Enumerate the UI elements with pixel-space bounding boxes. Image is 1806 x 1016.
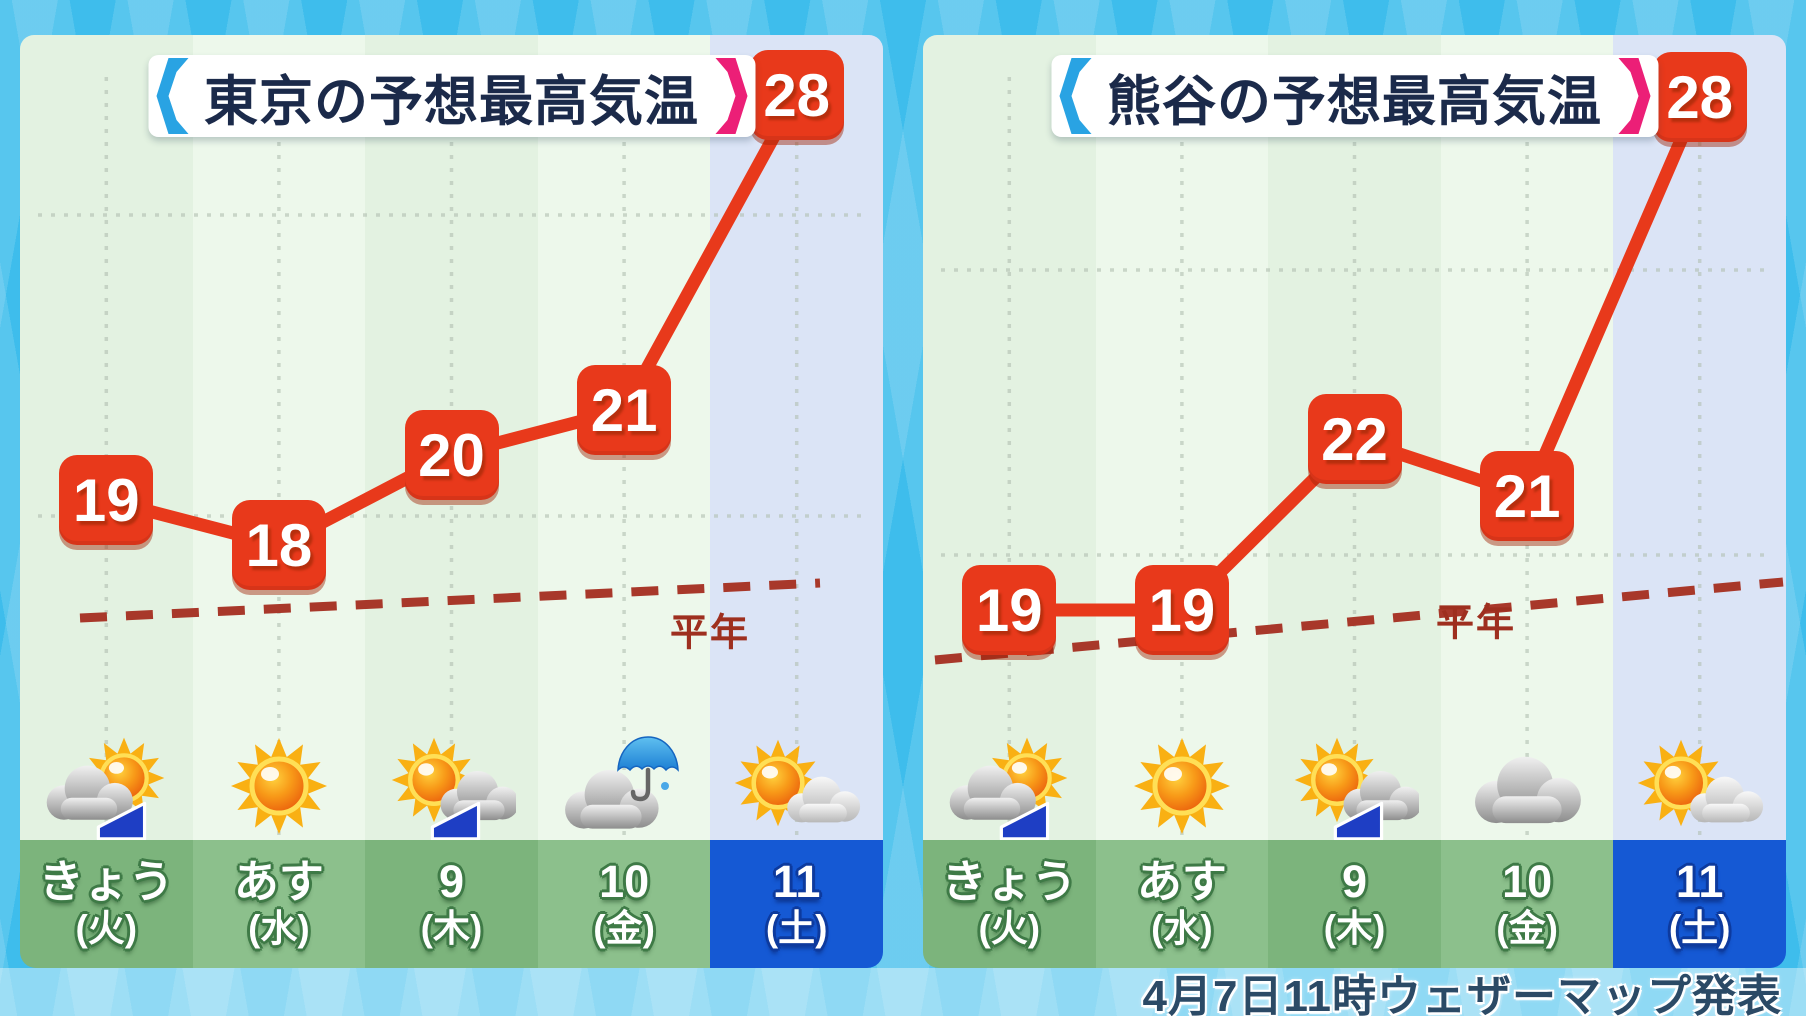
temp-badge: 19	[59, 455, 154, 545]
sun-then-cloud-icon	[1291, 734, 1422, 841]
cloudy-icon	[1463, 734, 1591, 840]
weekday-label: (土)	[765, 908, 828, 949]
temp-badge: 21	[1480, 451, 1575, 541]
title-bracket-right-icon	[1616, 55, 1652, 137]
cloud-then-sun-icon	[945, 734, 1073, 841]
panel-kumagaya: 19 19 22 21 28 平年 熊谷の予想最高気温 きょう (火) あす (水) 9 (木) 1…	[923, 35, 1786, 968]
chart-column	[1613, 35, 1786, 840]
day-label: 10	[1502, 856, 1553, 907]
day-cell: 11 (土)	[710, 840, 883, 968]
weekday-label: (火)	[978, 908, 1041, 949]
temp-badge: 18	[231, 500, 326, 590]
day-label: 9	[438, 856, 464, 907]
day-cell: きょう (火)	[923, 840, 1096, 968]
temp-badge: 28	[749, 50, 844, 140]
sun-and-cloud-icon	[1636, 734, 1764, 840]
chart-column	[1095, 35, 1269, 840]
cloud-then-sun-icon	[42, 734, 170, 841]
normal-temperature-label: 平年	[669, 612, 751, 655]
sun-and-cloud-icon	[733, 734, 861, 840]
sun-then-cloud-icon	[388, 734, 519, 841]
day-cell: 10 (金)	[1440, 840, 1614, 968]
temp-badge: 20	[404, 410, 499, 500]
normal-temperature-label: 平年	[1435, 602, 1517, 645]
chart-column	[923, 35, 1096, 840]
panel-title: 熊谷の予想最高気温	[1107, 71, 1602, 132]
weekday-label: (木)	[420, 908, 483, 949]
sunny-icon	[215, 734, 343, 840]
weekday-label: (木)	[1323, 908, 1386, 949]
temp-badge: 28	[1652, 52, 1747, 142]
day-label: 11	[1675, 856, 1724, 907]
chart-column	[20, 35, 193, 840]
panel-title-banner: 東京の予想最高気温	[148, 55, 755, 137]
weekday-label: (金)	[593, 908, 655, 949]
day-label-band: きょう (火) あす (水) 9 (木) 10 (金) 11 (土)	[923, 840, 1786, 968]
weekday-label: (火)	[75, 908, 138, 949]
temp-badge: 22	[1307, 394, 1402, 484]
day-cell: 9 (木)	[1268, 840, 1441, 968]
day-label: きょう	[38, 856, 174, 907]
panel-tokyo: 19 18 20 21 28 平年 東京の予想最高気温 きょう (火) あす (水) 9 (木) 1…	[20, 35, 883, 968]
weekday-label: (水)	[1151, 908, 1213, 949]
temp-badge: 19	[962, 565, 1057, 655]
sunny-icon	[1118, 734, 1246, 840]
chart-column	[192, 35, 366, 840]
day-cell: あす (水)	[1095, 840, 1269, 968]
weekday-label: (水)	[248, 908, 310, 949]
day-label: あす	[233, 856, 324, 907]
temp-badge: 21	[577, 365, 672, 455]
title-bracket-left-icon	[154, 55, 190, 137]
day-label: きょう	[941, 856, 1077, 907]
weekday-label: (土)	[1668, 908, 1731, 949]
day-cell: 10 (金)	[537, 840, 711, 968]
day-cell: 9 (木)	[365, 840, 538, 968]
day-cell: 11 (土)	[1613, 840, 1786, 968]
panel-title-banner: 熊谷の予想最高気温	[1051, 55, 1658, 137]
day-label: あす	[1136, 856, 1227, 907]
day-label: 9	[1341, 856, 1367, 907]
title-bracket-left-icon	[1057, 55, 1093, 137]
title-bracket-right-icon	[713, 55, 749, 137]
day-label: 11	[772, 856, 821, 907]
day-cell: きょう (火)	[20, 840, 193, 968]
panel-title: 東京の予想最高気温	[204, 71, 699, 132]
attribution-text: 4月7日11時ウェザーマップ発表	[1142, 972, 1782, 1016]
day-cell: あす (水)	[192, 840, 366, 968]
rain-umbrella-icon	[560, 734, 688, 840]
chart-column	[710, 35, 883, 840]
weekday-label: (金)	[1496, 908, 1558, 949]
footer-strip	[0, 968, 1806, 1016]
day-label-band: きょう (火) あす (水) 9 (木) 10 (金) 11 (土)	[20, 840, 883, 968]
temp-badge: 19	[1134, 565, 1229, 655]
chart-column	[1440, 35, 1614, 840]
day-label: 10	[599, 856, 650, 907]
